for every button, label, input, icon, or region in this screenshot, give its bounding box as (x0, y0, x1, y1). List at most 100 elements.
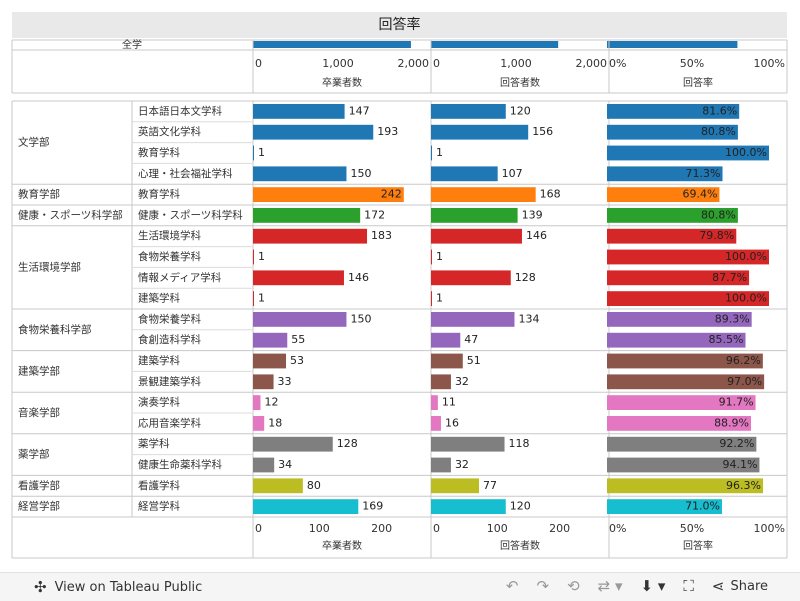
bar-respondents (431, 249, 432, 265)
data-label-graduates: 242 (381, 188, 402, 201)
dashboard-title: 回答率 (12, 12, 787, 38)
top-tick-label: 0 (433, 57, 440, 70)
bar-graduates (253, 166, 347, 182)
dept-label: 情報メディア学科 (138, 271, 222, 284)
fullscreen-icon[interactable]: ⛶ (683, 577, 694, 595)
faculty-label: 教育学部 (18, 188, 60, 201)
data-label-rate: 92.2% (719, 437, 754, 450)
data-label-respondents: 32 (455, 375, 469, 388)
data-label-graduates: 80 (307, 479, 321, 492)
bar-graduates (253, 374, 274, 390)
bottom-axis-title: 回答者数 (500, 539, 540, 552)
data-label-respondents: 134 (518, 312, 539, 325)
undo-icon[interactable]: ↶ (505, 577, 519, 595)
top-axis-title: 回答者数 (500, 76, 540, 89)
bar-rate (607, 291, 769, 306)
data-label-graduates: 1 (258, 146, 265, 159)
top-tick-label: 2,000 (576, 57, 608, 70)
bar-rate (607, 145, 769, 161)
data-label-rate: 80.8% (701, 125, 736, 138)
bar-rate (607, 478, 764, 494)
data-label-respondents: 120 (510, 500, 531, 513)
faculty-label: 薬学部 (18, 448, 50, 461)
top-tick-label: 1,000 (500, 57, 532, 70)
bar-graduates (253, 249, 254, 265)
faculty-label: 建築学部 (18, 364, 60, 377)
dept-label: 健康・スポーツ科学科 (138, 208, 243, 221)
data-label-rate: 87.7% (712, 271, 747, 284)
revert-icon[interactable]: ⟲ (567, 577, 580, 595)
data-label-rate: 96.2% (726, 354, 761, 367)
bar-graduates (253, 124, 374, 140)
dept-label: 食創造科学科 (138, 333, 201, 346)
download-icon[interactable]: ⬇ ▾ (640, 577, 666, 595)
share-button[interactable]: ⋖ Share (712, 578, 768, 594)
dept-label: 教育学科 (138, 146, 180, 159)
top-axis-title: 回答率 (683, 76, 713, 89)
bar-respondents (431, 187, 536, 202)
data-label-graduates: 55 (291, 333, 305, 346)
tableau-logo-icon: ✣ (34, 578, 47, 596)
dept-label: 日本語日本文学科 (138, 104, 222, 117)
bar-respondents (431, 104, 506, 119)
dept-label: 建築学科 (138, 354, 180, 367)
bottom-tick-label: 0 (433, 522, 440, 535)
bar-rate (607, 395, 756, 410)
data-label-rate: 96.3% (726, 479, 761, 492)
bar-graduates (253, 312, 347, 327)
bar-rate (607, 416, 752, 431)
dept-label: 心理・社会福祉学科 (138, 167, 233, 180)
data-label-graduates: 146 (348, 271, 369, 284)
data-label-respondents: 16 (445, 416, 459, 429)
data-label-graduates: 172 (364, 208, 385, 221)
data-label-rate: 100.0% (725, 250, 767, 263)
bar-graduates (253, 208, 361, 223)
faculty-label: 文学部 (18, 136, 50, 149)
bar-respondents (431, 208, 518, 223)
data-label-rate: 100.0% (725, 292, 767, 305)
bar-rate (607, 249, 769, 265)
bar-respondents (431, 312, 515, 327)
bottom-axis-title: 卒業者数 (322, 539, 362, 552)
bar-graduates (253, 228, 368, 244)
dept-label: 経営学科 (138, 500, 180, 513)
data-label-rate: 91.7% (719, 396, 754, 409)
bottom-tick-label: 100 (487, 522, 508, 535)
top-tick-label: 2,000 (398, 57, 430, 70)
data-label-respondents: 51 (467, 354, 481, 367)
refresh-icon[interactable]: ⇄ ▾ (597, 577, 623, 595)
faculty-label: 経営学部 (18, 500, 60, 513)
data-label-rate: 89.3% (715, 312, 750, 325)
bar-respondents (431, 332, 461, 348)
bar-respondents (431, 374, 451, 390)
dept-label: 応用音楽学科 (138, 416, 201, 429)
bar-rate (607, 124, 738, 140)
bar-graduates (253, 499, 359, 514)
data-label-graduates: 18 (268, 416, 282, 429)
bottom-tick-label: 100 (309, 522, 330, 535)
bar-respondents (431, 166, 498, 182)
bar-respondents (431, 499, 506, 514)
dept-label: 景観建築学科 (138, 375, 201, 388)
bottom-tick-label: 100% (754, 522, 785, 535)
bar-respondents (431, 270, 511, 286)
total-bar-rate (607, 41, 738, 48)
data-label-rate: 79.8% (699, 229, 734, 242)
data-label-respondents: 168 (540, 188, 561, 201)
bar-graduates (253, 457, 275, 473)
dept-label: 食物栄養学科 (138, 312, 201, 325)
view-on-tableau-label: View on Tableau Public (54, 579, 203, 595)
share-label: Share (730, 578, 768, 594)
bottom-tick-label: 0% (609, 522, 626, 535)
dept-label: 建築学科 (138, 292, 180, 305)
bar-rate (607, 436, 757, 452)
redo-icon[interactable]: ↷ (536, 577, 550, 595)
data-label-rate: 100.0% (725, 146, 767, 159)
data-label-graduates: 33 (278, 375, 292, 388)
bar-graduates (253, 270, 344, 286)
bar-respondents (431, 416, 441, 431)
view-on-tableau-link[interactable]: ✣ View on Tableau Public (34, 579, 202, 595)
bar-respondents (431, 436, 505, 452)
bar-rate (607, 353, 763, 369)
